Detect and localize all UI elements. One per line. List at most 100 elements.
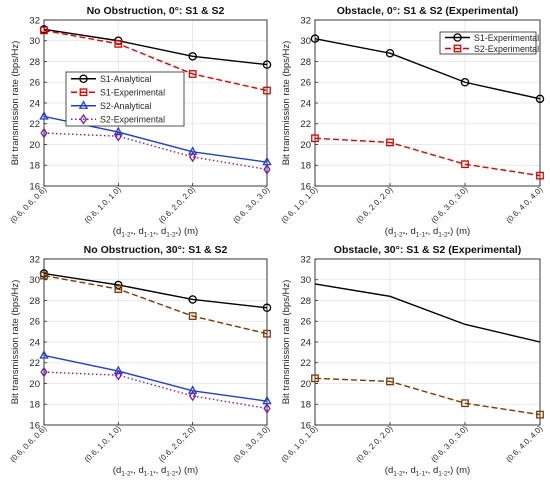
- y-axis-label: Bit transmission rate (bps/Hz): [281, 280, 292, 405]
- x-tick-label: (0.6, 2.0, 2.0): [354, 185, 394, 225]
- legend-marker: [79, 88, 88, 97]
- chart-title: Obstacle, 0°: S1 & S2 (Experimental): [337, 5, 519, 17]
- data-point: [536, 410, 544, 419]
- data-point: [311, 374, 319, 383]
- data-point: [188, 151, 197, 163]
- data-point: [188, 295, 197, 304]
- legend-box: [65, 71, 185, 127]
- legend-marker: [79, 74, 88, 84]
- x-tick-label: (0.6, 3.0, 3.0): [429, 424, 469, 464]
- data-point: [114, 39, 123, 48]
- data-point: [188, 312, 197, 320]
- x-axis-label: (d1-2*, d1-1*, d1-2*) (m): [385, 465, 470, 478]
- data-point: [263, 329, 271, 338]
- data-point: [386, 377, 394, 386]
- y-tick-label: 26: [300, 317, 311, 328]
- data-point: [39, 111, 49, 120]
- y-tick-label: 28: [29, 296, 40, 307]
- data-point: [187, 146, 198, 155]
- data-point: [187, 385, 198, 394]
- series-line: [43, 272, 268, 309]
- x-tick-label: (0.6, 3.0, 3.0): [429, 185, 469, 225]
- y-tick-label: 18: [300, 400, 311, 411]
- x-tick-label: (0.6, 3.0, 3.0): [231, 185, 271, 225]
- data-point: [536, 171, 544, 180]
- data-point: [40, 366, 48, 378]
- series-line: [43, 132, 268, 171]
- legend: S1-Analytical S1-Experimental S2-Analytica…: [65, 71, 185, 127]
- y-tick-label: 18: [300, 161, 311, 172]
- y-tick-label: 24: [29, 98, 40, 109]
- y-tick-label: 30: [29, 275, 40, 286]
- data-point: [263, 164, 271, 175]
- y-tick-label: 24: [300, 98, 311, 109]
- series-2: [40, 271, 271, 338]
- data-point: [535, 94, 545, 104]
- data-point: [188, 52, 197, 61]
- series-line: [43, 274, 268, 335]
- y-tick-label: 28: [300, 296, 311, 307]
- y-tick-label: 32: [29, 15, 40, 26]
- data-point: [113, 365, 124, 375]
- chart-title: No Obstruction, 0°: S1 & S2: [87, 5, 225, 17]
- y-tick-label: 32: [300, 254, 311, 265]
- chart-title: Obstacle, 30°: S1 & S2 (Experimental): [334, 244, 521, 256]
- y-tick-label: 26: [300, 78, 311, 89]
- data-point: [39, 350, 49, 359]
- y-tick-label: 24: [300, 337, 311, 348]
- y-axis-label: Bit transmission rate (bps/Hz): [281, 41, 292, 166]
- data-point: [188, 390, 197, 402]
- data-point: [114, 285, 123, 293]
- series-line: [314, 283, 541, 343]
- y-tick-label: 22: [300, 119, 311, 130]
- y-tick-label: 26: [29, 317, 40, 328]
- x-tick-label: (0.6, 4.0, 4.0): [504, 185, 544, 225]
- legend-marker: [453, 33, 462, 42]
- legend-marker: [453, 44, 462, 53]
- data-point: [461, 399, 469, 408]
- y-tick-label: 22: [300, 358, 311, 369]
- y-tick-label: 30: [300, 275, 311, 286]
- legend-label: S1-Experimental: [474, 33, 539, 43]
- series-2: [40, 26, 271, 95]
- legend-label: S2-Analytical: [100, 101, 151, 111]
- x-tick-label: (0.6, 4.0, 4.0): [504, 424, 544, 464]
- x-axis-label: (d1-2*, d1-1*, d1-2*) (m): [113, 226, 198, 239]
- series-line: [314, 37, 541, 100]
- x-axis-label: (d1-2*, d1-1*, d1-2*) (m): [385, 226, 470, 239]
- series-2: [311, 134, 544, 180]
- series-4: [40, 366, 271, 414]
- series-1: [310, 34, 545, 104]
- series-line: [43, 354, 268, 402]
- y-tick-label: 16: [300, 181, 311, 192]
- series-line: [314, 377, 541, 416]
- series-line: [314, 137, 541, 177]
- data-point: [40, 26, 48, 35]
- y-tick-label: 20: [29, 140, 40, 151]
- y-tick-label: 30: [29, 36, 40, 47]
- y-tick-label: 22: [29, 119, 40, 130]
- y-tick-label: 28: [300, 57, 311, 68]
- legend-label: S2-Experimental: [474, 44, 539, 54]
- y-tick-label: 28: [29, 57, 40, 68]
- data-point: [385, 48, 395, 58]
- data-point: [40, 127, 48, 139]
- data-point: [113, 126, 124, 136]
- series-4: [40, 127, 271, 175]
- data-point: [262, 303, 272, 313]
- y-tick-label: 26: [29, 78, 40, 89]
- y-tick-label: 22: [29, 358, 40, 369]
- x-tick-label: (0.6, 2.0, 2.0): [157, 424, 197, 464]
- y-tick-label: 24: [29, 337, 40, 348]
- data-point: [40, 271, 48, 280]
- legend-label: S1-Analytical: [100, 74, 151, 84]
- y-tick-label: 20: [300, 379, 311, 390]
- data-point: [461, 160, 469, 169]
- series-line: [43, 28, 268, 66]
- x-tick-label: (0.6, 3.0, 3.0): [231, 424, 271, 464]
